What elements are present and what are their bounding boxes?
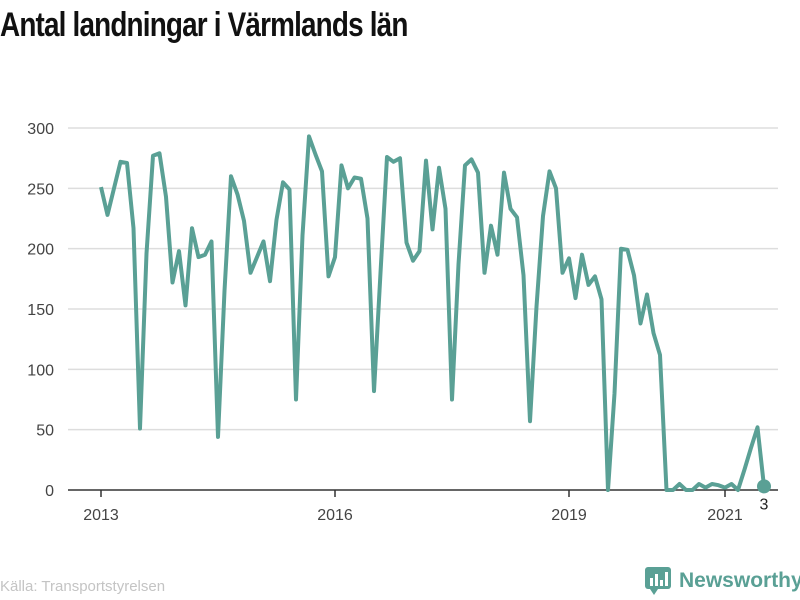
last-data-point[interactable]: [757, 479, 771, 494]
x-tick-label: 2013: [83, 507, 119, 524]
x-tick-label: 2016: [317, 507, 353, 524]
chart-title: Antal landningar i Värmlands län: [0, 6, 408, 44]
x-axis-ticks: 2013 2016 2019 2021: [83, 490, 743, 524]
x-tick-label: 2021: [707, 507, 743, 524]
y-tick-label: 100: [27, 362, 54, 379]
series-line: [99, 134, 766, 492]
y-tick-label: 50: [36, 423, 54, 440]
newsworthy-logo-icon: [645, 567, 671, 595]
x-tick-label: 2019: [551, 507, 587, 524]
brand-logo[interactable]: Newsworthy: [644, 566, 800, 596]
gridlines: [68, 127, 778, 431]
y-tick-label: 0: [45, 483, 54, 500]
y-tick-label: 250: [27, 181, 54, 198]
source-note: Källa: Transportstyrelsen: [0, 578, 166, 595]
y-tick-label: 200: [27, 242, 54, 259]
y-axis-ticks: 0 50 100 150 200 250 300: [27, 121, 54, 500]
y-tick-label: 150: [27, 302, 54, 319]
last-value-label: 3: [760, 496, 769, 513]
brand-name: Newsworthy: [679, 569, 800, 592]
y-tick-label: 300: [27, 121, 54, 138]
